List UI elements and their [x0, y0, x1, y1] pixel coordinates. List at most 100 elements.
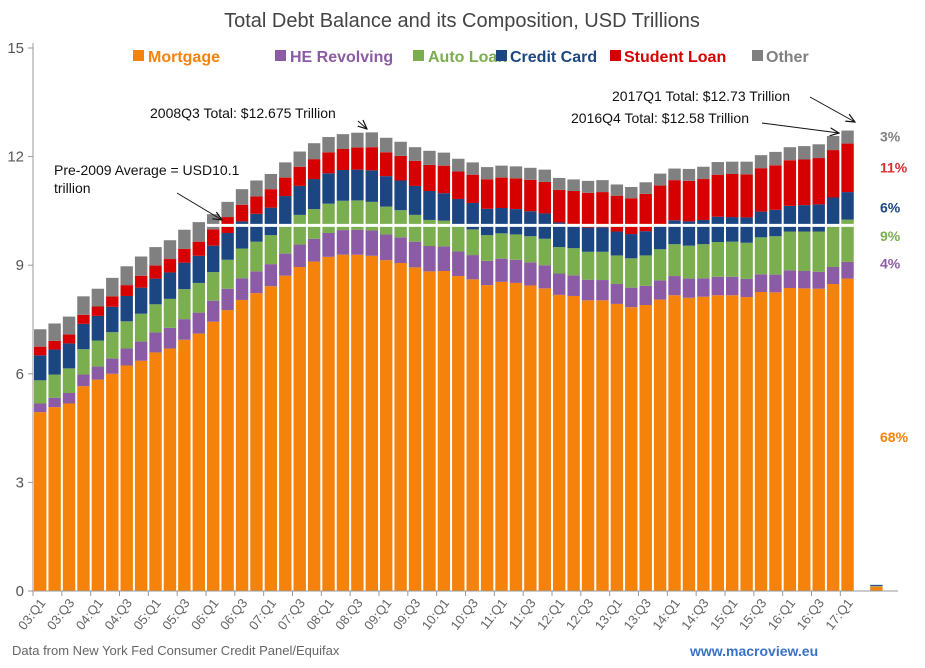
bar-segment-student-loan [336, 148, 350, 170]
bar-segment-mortgage [495, 281, 508, 591]
bar-segment-mortgage [625, 307, 638, 591]
bar-segment-student-loan [697, 179, 710, 220]
bar-stack [754, 155, 768, 591]
bar-segment-mortgage [250, 293, 263, 591]
bar-segment-auto-loan [192, 282, 205, 313]
bar-segment-credit-card [134, 287, 148, 314]
bar-stack [581, 180, 595, 591]
bar-segment-mortgage [826, 284, 840, 591]
bar-stack [538, 169, 551, 591]
annotation-2016q4: 2016Q4 Total: $12.58 Trillion [571, 110, 749, 126]
bar-segment-credit-card [293, 185, 306, 215]
bar-segment-auto-loan [841, 219, 854, 262]
bar-segment-mortgage [697, 296, 710, 591]
share-label: 6% [880, 199, 901, 215]
bar-segment-he-revolving [163, 327, 177, 349]
bar-segment-mortgage [423, 271, 436, 591]
bar-segment-mortgage [351, 254, 364, 591]
bar-segment-mortgage [653, 299, 667, 591]
bar-segment-mortgage [120, 365, 133, 591]
legend-label: HE Revolving [290, 49, 393, 66]
bar-segment-he-revolving [408, 241, 422, 268]
annotation-2017q1: 2017Q1 Total: $12.73 Trillion [612, 88, 790, 104]
annotation-pre2009: Pre-2009 Average = USD10.1 [54, 162, 240, 178]
bar-segment-credit-card [351, 169, 364, 201]
bar-segment-other [192, 222, 205, 242]
bar-segment-he-revolving [740, 278, 753, 298]
bar-segment-mortgage [841, 278, 854, 591]
annotations: 2008Q3 Total: $12.675 Trillion Pre-2009 A… [54, 88, 855, 220]
bar-segment-he-revolving [653, 280, 667, 300]
bar-segment-student-loan [293, 166, 306, 186]
bar-segment-student-loan [798, 159, 811, 206]
bar-segment-he-revolving [826, 267, 840, 285]
bar-segment-credit-card [336, 169, 350, 201]
bars [34, 130, 883, 591]
bar-stack [134, 256, 148, 591]
bar-segment-mortgage [192, 333, 205, 591]
bar-segment-credit-card [264, 207, 278, 236]
bar-segment-other [394, 141, 407, 156]
bar-segment-auto-loan [567, 248, 580, 276]
bar-segment-credit-card [581, 227, 595, 252]
bar-segment-student-loan [466, 174, 479, 203]
bar-segment-student-loan [567, 190, 580, 224]
bar-segment-credit-card [826, 197, 840, 226]
bar-segment-student-loan [538, 181, 551, 214]
x-tick-label: 12:Q1 [534, 596, 568, 633]
x-tick-label: 11:Q3 [506, 596, 539, 632]
bar-stack [697, 166, 710, 591]
bar-segment-credit-card [726, 217, 739, 242]
bar-stack [740, 161, 753, 591]
bar-segment-mortgage [452, 276, 465, 591]
bar-segment-auto-loan [769, 236, 782, 275]
bar-segment-auto-loan [538, 238, 551, 266]
bar-segment-student-loan [264, 189, 278, 208]
bar-stack [207, 214, 220, 591]
share-label: 68% [880, 429, 909, 445]
x-axis: 03:Q103:Q304:Q104:Q305:Q105:Q306:Q106:Q3… [15, 590, 898, 633]
bar-segment-student-loan [783, 160, 797, 206]
bar-segment-other [639, 182, 652, 194]
bar-stack [336, 134, 350, 591]
bar-segment-auto-loan [149, 304, 162, 333]
bar-segment-other [163, 240, 177, 260]
bar-segment-other [466, 162, 479, 175]
bar-segment-mortgage [870, 586, 883, 591]
bar-segment-mortgage [769, 292, 782, 591]
website-link[interactable]: www.macroview.eu [690, 643, 819, 659]
legend-swatch-mortgage [133, 50, 144, 61]
bar-segment-student-loan [524, 179, 537, 212]
bar-segment-he-revolving [351, 229, 364, 255]
bar-segment-auto-loan [235, 248, 249, 279]
bar-segment-mortgage [48, 407, 61, 591]
bar-segment-he-revolving [697, 278, 710, 297]
x-tick-label: 03:Q1 [15, 596, 49, 633]
bar-segment-student-loan [322, 152, 335, 174]
legend-swatch-student-loan [610, 50, 621, 61]
bar-stack [235, 189, 249, 591]
bar-segment-student-loan [351, 147, 364, 170]
bar-segment-student-loan [682, 180, 696, 222]
x-tick-label: 09:Q3 [390, 596, 424, 633]
bar-segment-auto-loan [293, 214, 306, 245]
bar-segment-mortgage [581, 300, 595, 591]
bar-segment-auto-loan [336, 200, 350, 231]
bar-segment-he-revolving [783, 270, 797, 289]
bar-segment-he-revolving [336, 230, 350, 255]
bar-segment-credit-card [437, 193, 451, 221]
bar-stack [149, 247, 162, 591]
bar-segment-mortgage [322, 256, 335, 591]
bar-segment-credit-card [870, 584, 883, 586]
bar-stack [509, 166, 523, 591]
bar-stack [192, 222, 205, 591]
bar-segment-mortgage [77, 386, 90, 591]
x-tick-label: 14:Q3 [678, 596, 712, 633]
bar-stack [495, 165, 508, 591]
bar-segment-student-loan [149, 265, 162, 279]
bar-stack [91, 288, 105, 591]
bar-segment-student-loan [134, 275, 148, 288]
bar-stack [221, 201, 234, 591]
legend-label: Auto Loan [428, 49, 507, 66]
bar-segment-other [798, 146, 811, 160]
